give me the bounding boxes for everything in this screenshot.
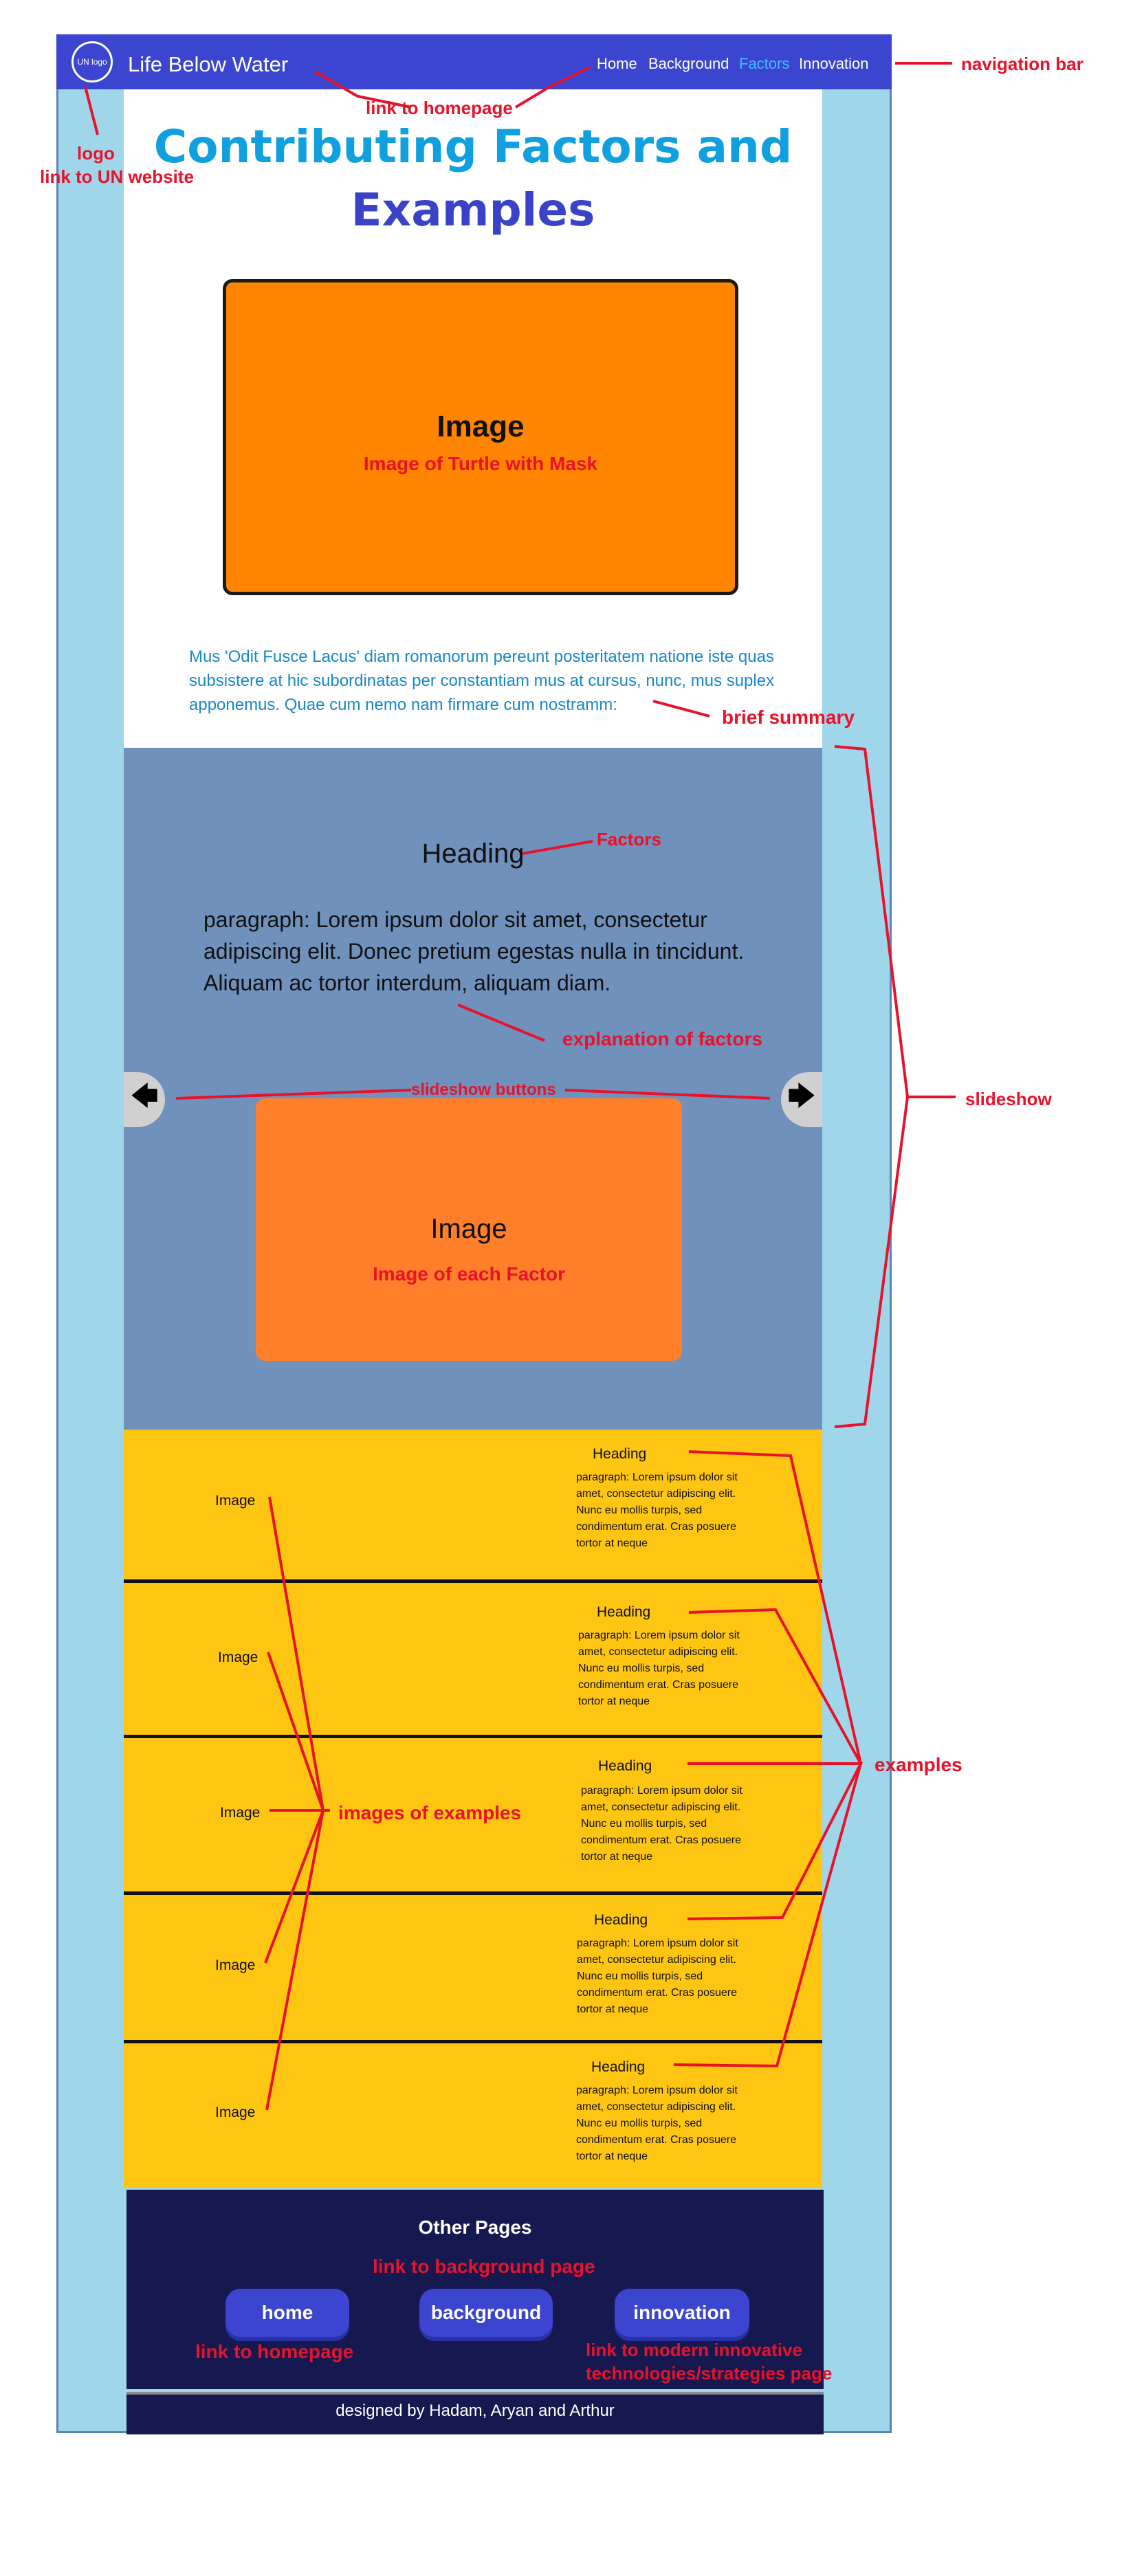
nav-home[interactable]: Home [597, 55, 637, 72]
slide-image-caption: Image of each Factor [372, 1263, 566, 1285]
annotation-line-examples-2 [687, 1762, 864, 1920]
example-heading: Heading [594, 1912, 648, 1928]
annotation-slideshow: slideshow [965, 1089, 1052, 1109]
example-image: Image [215, 1493, 256, 1509]
annotation-line-explanation [457, 1003, 545, 1042]
innovation-button[interactable]: innovation [615, 2289, 749, 2337]
annotation-link-homepage-footer: link to homepage [195, 2341, 354, 2362]
annotation-line-slide-btn-left [175, 1089, 412, 1100]
left-arrow-icon: 🡄 [130, 1081, 159, 1111]
nav-background[interactable]: Background [648, 55, 729, 72]
annotation-slideshow-buttons: slideshow buttons [411, 1080, 556, 1099]
example-paragraph: paragraph: Lorem ipsum dolor sit amet, c… [577, 1937, 738, 2015]
annotation-line-slideshow-bracket [834, 745, 910, 1428]
page-title-line1: Contributing Factors and [153, 120, 793, 173]
hero-image-caption: Image of Turtle with Mask [363, 453, 598, 474]
slide-image-placeholder: Image Image of each Factor [256, 1098, 682, 1361]
example-heading: Heading [593, 1446, 647, 1462]
example-divider [124, 1735, 822, 1738]
annotation-line-examples-3 [673, 1763, 862, 2068]
slide-heading: Heading [421, 839, 525, 869]
annotation-link-innovation-2: technologies/strategies page [586, 2363, 833, 2384]
slide-paragraph: paragraph: Lorem ipsum dolor sit amet, c… [204, 907, 745, 995]
annotation-images-of-examples: images of examples [338, 1802, 522, 1823]
annotation-line-images-1 [267, 1496, 324, 1811]
nav-innovation[interactable]: Innovation [799, 55, 869, 72]
annotation-navigation-bar: navigation bar [961, 54, 1084, 74]
example-divider [124, 2040, 822, 2043]
example-paragraph: paragraph: Lorem ipsum dolor sit amet, c… [578, 1630, 740, 1707]
example-paragraph: paragraph: Lorem ipsum dolor sit amet, c… [576, 2085, 738, 2162]
annotation-examples: examples [874, 1754, 962, 1775]
annotation-line-slide-btn-right [564, 1089, 771, 1100]
example-image: Image [215, 2105, 256, 2120]
example-heading: Heading [597, 1604, 651, 1620]
annotation-factors: Factors [597, 829, 661, 850]
slideshow-next-button[interactable]: 🡆 [781, 1072, 822, 1127]
example-image: Image [220, 1805, 261, 1821]
slide-image-label: Image [430, 1214, 507, 1244]
annotation-logo: logo [77, 143, 115, 164]
example-heading: Heading [591, 2059, 646, 2075]
annotation-link-innovation-1: link to modern innovative [586, 2340, 802, 2360]
annotation-line-home-right [514, 66, 591, 109]
example-paragraph: paragraph: Lorem ipsum dolor sit amet, c… [581, 1785, 742, 1863]
annotation-line-summary [652, 700, 710, 718]
un-logo-link[interactable]: UN logo [72, 41, 113, 82]
annotation-link-background: link to background page [373, 2256, 595, 2277]
credits-bar [126, 2392, 824, 2434]
logo-text: UN logo [77, 57, 107, 67]
example-heading: Heading [598, 1758, 652, 1774]
annotation-line-examples-1 [688, 1450, 862, 1764]
background-button[interactable]: background [419, 2289, 553, 2337]
page-title-line2: Examples [351, 184, 595, 236]
nav-factors[interactable]: Factors [739, 55, 790, 72]
example-image: Image [218, 1650, 258, 1665]
right-arrow-icon: 🡆 [787, 1081, 816, 1111]
example-divider [124, 1891, 822, 1895]
examples-section [124, 1430, 822, 2188]
credits-text: designed by Hadam, Aryan and Arthur [336, 2401, 615, 2420]
annotation-un-link: link to UN website [40, 166, 194, 187]
slideshow-prev-button[interactable]: 🡄 [124, 1072, 165, 1127]
annotation-line-home-left [314, 70, 412, 109]
hero-image-placeholder: Image Image of Turtle with Mask [223, 279, 738, 595]
site-title-link[interactable]: Life Below Water [128, 52, 289, 76]
navigation-bar [56, 34, 892, 89]
home-button[interactable]: home [226, 2289, 349, 2337]
brief-summary: Mus 'Odit Fusce Lacus' diam romanorum pe… [189, 647, 775, 714]
annotation-link-homepage: link to homepage [366, 98, 513, 118]
other-pages-heading: Other Pages [418, 2217, 532, 2238]
example-image: Image [215, 1957, 256, 1973]
example-paragraph: paragraph: Lorem ipsum dolor sit amet, c… [576, 1472, 738, 1549]
annotation-line-images-2 [264, 1809, 325, 2111]
hero-image-label: Image [437, 410, 525, 443]
annotation-brief-summary: brief summary [722, 707, 855, 728]
annotation-explanation-factors: explanation of factors [562, 1028, 762, 1050]
example-divider [124, 1579, 822, 1583]
annotation-line-factors [522, 840, 593, 855]
page-title: Contributing Factors and Examples [124, 115, 822, 242]
annotation-line-logo [84, 86, 99, 135]
